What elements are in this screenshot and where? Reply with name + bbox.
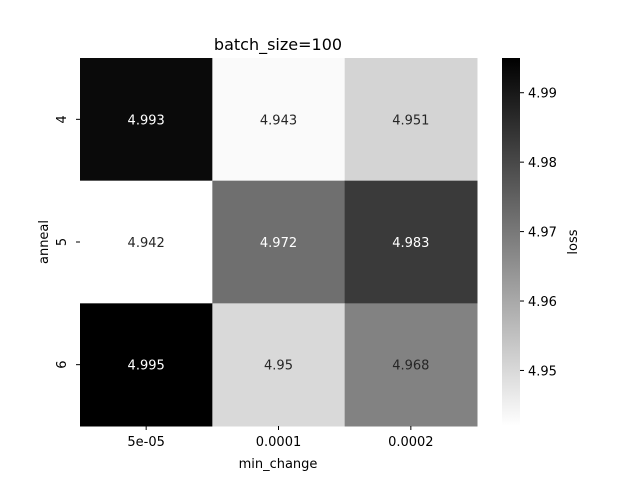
heatmap-cell [344,303,478,427]
heatmap-cell [80,58,213,182]
colorbar-tick-label: 4.95 [528,364,557,379]
colorbar-tick-label: 4.96 [528,295,557,310]
cell-value-label: 4.943 [260,113,297,128]
heatmap-cell [212,58,346,182]
heatmap-cells: 4.993 4.943 4.951 4.942 4.972 4.983 4.995 4.95 4… [80,58,478,427]
cell-value-label: 4.951 [392,113,429,128]
cell-value-label: 4.983 [392,236,429,251]
heatmap-cell [344,58,478,182]
x-axis-label: min_change [239,457,318,472]
heatmap-cell [212,180,346,304]
y-axis-label: anneal [37,220,52,264]
y-tick-label: 5 [55,238,70,246]
cell-value-label: 4.995 [128,359,165,374]
cell-value-label: 4.972 [260,236,297,251]
cell-value-label: 4.942 [128,236,165,251]
colorbar-tick-label: 4.99 [528,87,557,102]
heatmap-cell [80,303,213,427]
heatmap-cell [344,180,478,304]
x-tick-label: 0.0002 [388,435,434,450]
y-tick-label: 6 [55,361,70,369]
colorbar-label: loss [566,229,581,254]
colorbar [502,58,520,426]
colorbar-tick-label: 4.97 [528,226,557,241]
y-axis: 4 5 6 [55,115,80,369]
colorbar-ticks: 4.95 4.96 4.97 4.98 4.99 [520,87,557,379]
y-tick-label: 4 [55,115,70,123]
x-axis: 5e-05 0.0001 0.0002 [127,426,434,450]
x-tick-label: 5e-05 [127,435,165,450]
heatmap-cell [212,303,346,427]
x-tick-label: 0.0001 [256,435,302,450]
colorbar-tick-label: 4.98 [528,156,557,171]
cell-value-label: 4.95 [264,359,293,374]
cell-value-label: 4.968 [392,359,429,374]
cell-value-label: 4.993 [128,113,165,128]
heatmap-cell [80,180,213,304]
chart-title: batch_size=100 [214,35,342,55]
